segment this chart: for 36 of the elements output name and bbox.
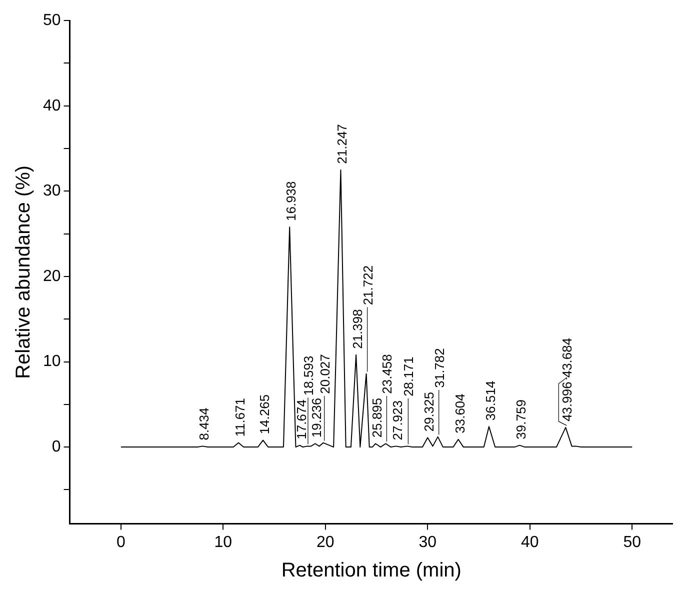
x-tick-label: 20 — [316, 534, 334, 551]
annotation: 20.027 — [317, 354, 332, 394]
annotation: 28.171 — [401, 356, 416, 396]
annotation: 14.265 — [257, 394, 272, 434]
y-tick-label: 20 — [43, 268, 61, 285]
annotation: 23.458 — [380, 354, 395, 394]
y-tick-label: 50 — [43, 12, 61, 30]
annotation: 11.671 — [232, 398, 248, 437]
annotation: 39.759 — [514, 400, 529, 440]
annotation: 36.514 — [482, 380, 498, 421]
annotation: 18.593 — [300, 356, 316, 396]
annotation: 17.674 — [294, 400, 309, 440]
annotation: 43.996 — [560, 382, 575, 422]
x-tick-label: 50 — [623, 534, 642, 551]
annotation: 21.247 — [334, 124, 350, 164]
annotation: 29.325 — [422, 392, 437, 432]
y-tick-label: 30 — [43, 182, 61, 200]
annotation: 27.923 — [390, 400, 405, 440]
x-tick-label: 0 — [116, 534, 126, 551]
annotation: 21.722 — [360, 265, 376, 306]
y-tick-label: 40 — [43, 97, 61, 114]
annotation: 19.236 — [309, 398, 324, 438]
annotation: 21.398 — [350, 309, 366, 349]
x-tick-label: 40 — [520, 534, 539, 551]
y-axis-title: Relative abundance (%) — [12, 165, 35, 379]
annotation: 8.434 — [196, 408, 212, 440]
annotation: 43.684 — [560, 338, 575, 378]
y-tick-label: 10 — [43, 353, 61, 370]
y-tick-label: 0 — [52, 438, 61, 456]
annotation: 31.782 — [432, 348, 447, 388]
annotation: 16.938 — [284, 181, 299, 221]
x-axis-title: Retention time (min) — [281, 560, 462, 582]
annotation: 25.895 — [369, 398, 384, 438]
annotation: 33.604 — [452, 394, 468, 434]
x-tick-label: 30 — [418, 534, 437, 551]
x-tick-label: 10 — [214, 534, 232, 551]
